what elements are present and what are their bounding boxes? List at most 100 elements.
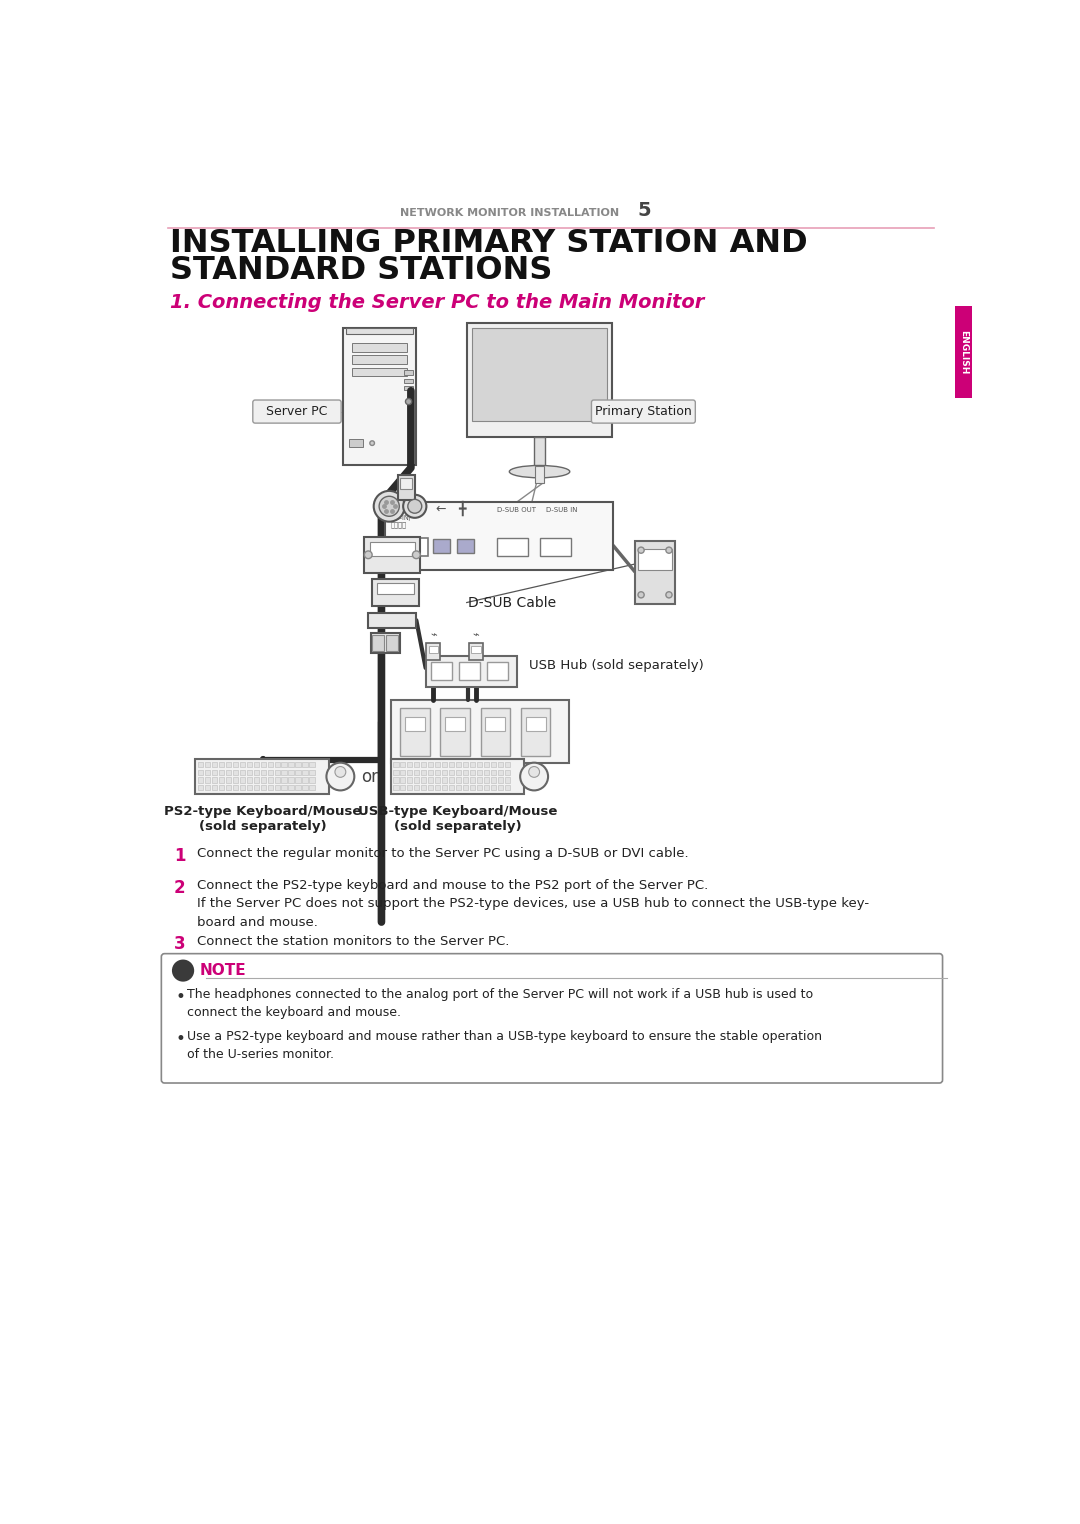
FancyBboxPatch shape (274, 770, 280, 776)
Text: ⌁: ⌁ (473, 631, 480, 640)
FancyBboxPatch shape (470, 785, 475, 791)
FancyBboxPatch shape (476, 762, 482, 767)
FancyBboxPatch shape (427, 643, 441, 660)
FancyBboxPatch shape (212, 770, 217, 776)
FancyBboxPatch shape (400, 479, 413, 489)
FancyBboxPatch shape (342, 328, 416, 465)
Text: .........
.........
.........: ......... ......... ......... (648, 552, 662, 568)
FancyBboxPatch shape (309, 785, 314, 791)
FancyBboxPatch shape (296, 777, 301, 783)
FancyBboxPatch shape (457, 539, 474, 553)
FancyBboxPatch shape (442, 762, 447, 767)
FancyBboxPatch shape (393, 770, 399, 776)
Text: ⬢➡: ⬢➡ (386, 616, 402, 625)
FancyBboxPatch shape (296, 762, 301, 767)
FancyBboxPatch shape (498, 777, 503, 783)
FancyBboxPatch shape (232, 762, 238, 767)
FancyBboxPatch shape (268, 777, 273, 783)
Text: The headphones connected to the analog port of the Server PC will not work if a : The headphones connected to the analog p… (187, 988, 813, 1020)
FancyBboxPatch shape (442, 785, 447, 791)
FancyBboxPatch shape (435, 785, 441, 791)
FancyBboxPatch shape (456, 785, 461, 791)
FancyBboxPatch shape (429, 646, 438, 654)
FancyBboxPatch shape (268, 762, 273, 767)
Text: ╋: ╋ (458, 500, 465, 515)
FancyBboxPatch shape (369, 541, 415, 556)
FancyBboxPatch shape (254, 762, 259, 767)
FancyBboxPatch shape (260, 785, 266, 791)
FancyBboxPatch shape (449, 777, 455, 783)
FancyBboxPatch shape (161, 954, 943, 1084)
FancyBboxPatch shape (435, 762, 441, 767)
FancyBboxPatch shape (470, 770, 475, 776)
FancyBboxPatch shape (472, 328, 607, 421)
FancyBboxPatch shape (373, 636, 383, 651)
FancyBboxPatch shape (268, 785, 273, 791)
FancyBboxPatch shape (302, 777, 308, 783)
FancyBboxPatch shape (407, 762, 413, 767)
FancyBboxPatch shape (282, 777, 287, 783)
FancyBboxPatch shape (384, 503, 613, 570)
FancyBboxPatch shape (387, 636, 397, 651)
FancyBboxPatch shape (404, 379, 414, 383)
FancyBboxPatch shape (246, 770, 252, 776)
FancyBboxPatch shape (198, 785, 203, 791)
Text: D-SUB IN: D-SUB IN (545, 506, 577, 512)
FancyBboxPatch shape (521, 709, 551, 756)
FancyBboxPatch shape (232, 777, 238, 783)
FancyBboxPatch shape (240, 762, 245, 767)
FancyBboxPatch shape (435, 770, 441, 776)
FancyBboxPatch shape (240, 785, 245, 791)
Text: Connect the regular monitor to the Server PC using a D-SUB or DVI cable.: Connect the regular monitor to the Serve… (197, 847, 689, 860)
FancyBboxPatch shape (487, 661, 508, 680)
FancyBboxPatch shape (212, 785, 217, 791)
FancyBboxPatch shape (405, 718, 424, 732)
FancyBboxPatch shape (352, 343, 407, 352)
Text: or: or (362, 768, 378, 785)
FancyBboxPatch shape (302, 770, 308, 776)
Circle shape (638, 547, 644, 553)
FancyBboxPatch shape (421, 770, 427, 776)
FancyBboxPatch shape (393, 785, 399, 791)
Circle shape (638, 591, 644, 597)
FancyBboxPatch shape (198, 762, 203, 767)
FancyBboxPatch shape (476, 777, 482, 783)
FancyBboxPatch shape (421, 762, 427, 767)
Text: Primary Station: Primary Station (595, 405, 692, 418)
Circle shape (529, 767, 540, 777)
FancyBboxPatch shape (364, 536, 420, 573)
FancyBboxPatch shape (456, 762, 461, 767)
FancyBboxPatch shape (198, 777, 203, 783)
FancyBboxPatch shape (504, 770, 510, 776)
Text: •: • (175, 988, 185, 1006)
FancyBboxPatch shape (246, 777, 252, 783)
FancyBboxPatch shape (449, 762, 455, 767)
FancyBboxPatch shape (246, 762, 252, 767)
FancyBboxPatch shape (433, 539, 450, 553)
FancyBboxPatch shape (463, 770, 469, 776)
FancyBboxPatch shape (400, 709, 430, 756)
Circle shape (335, 767, 346, 777)
FancyBboxPatch shape (404, 370, 414, 375)
FancyBboxPatch shape (449, 785, 455, 791)
Circle shape (403, 495, 427, 518)
FancyBboxPatch shape (484, 777, 489, 783)
FancyBboxPatch shape (296, 785, 301, 791)
FancyBboxPatch shape (540, 538, 570, 556)
Text: Server PC: Server PC (267, 405, 327, 418)
FancyBboxPatch shape (373, 579, 419, 605)
Text: .........
.........: ......... ......... (386, 543, 399, 555)
Text: STANDARD STATIONS: STANDARD STATIONS (170, 255, 552, 287)
FancyBboxPatch shape (254, 785, 259, 791)
FancyBboxPatch shape (469, 643, 483, 660)
FancyBboxPatch shape (467, 323, 612, 437)
FancyBboxPatch shape (463, 762, 469, 767)
FancyBboxPatch shape (484, 785, 489, 791)
FancyBboxPatch shape (407, 777, 413, 783)
FancyBboxPatch shape (504, 785, 510, 791)
FancyBboxPatch shape (391, 701, 569, 764)
FancyBboxPatch shape (260, 762, 266, 767)
FancyBboxPatch shape (407, 770, 413, 776)
FancyBboxPatch shape (504, 762, 510, 767)
FancyBboxPatch shape (484, 762, 489, 767)
